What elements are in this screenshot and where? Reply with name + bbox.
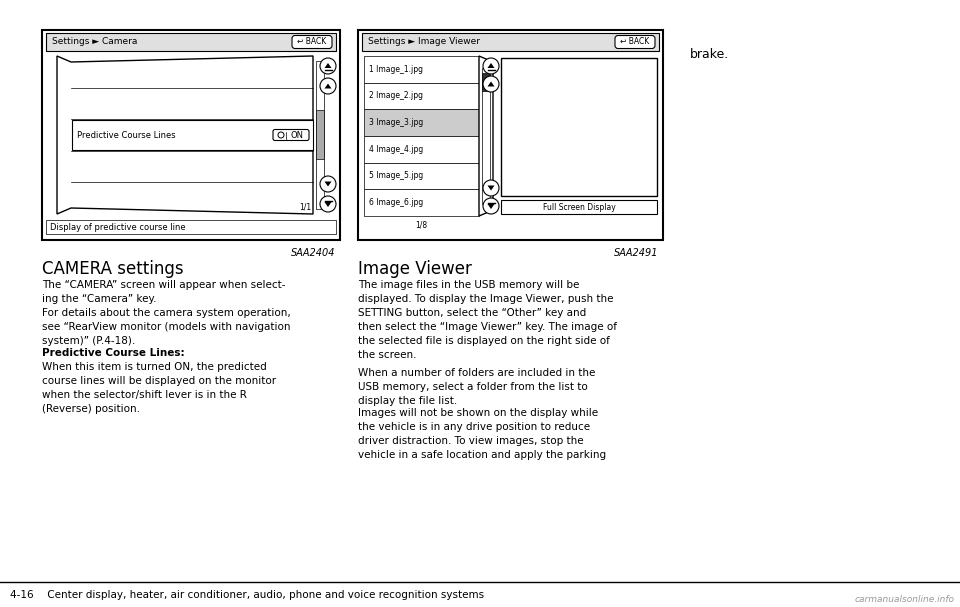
Text: 1/1: 1/1 <box>299 202 311 211</box>
Text: 4-16  Center display, heater, air conditioner, audio, phone and voice recognitio: 4-16 Center display, heater, air conditi… <box>10 589 484 600</box>
Text: Full Screen Display: Full Screen Display <box>542 203 615 211</box>
Polygon shape <box>324 84 331 89</box>
Bar <box>358 30 663 240</box>
Text: 1/8: 1/8 <box>416 220 427 229</box>
Bar <box>364 83 479 109</box>
Text: When a number of folders are included in the
USB memory, select a folder from th: When a number of folders are included in… <box>358 368 595 406</box>
Text: ↩ BACK: ↩ BACK <box>298 38 326 47</box>
Bar <box>501 200 657 214</box>
Text: 4 Image_4.jpg: 4 Image_4.jpg <box>369 145 423 154</box>
Polygon shape <box>488 204 494 209</box>
Circle shape <box>278 132 284 138</box>
Bar <box>46 220 336 234</box>
Bar <box>364 136 479 163</box>
Text: Image Viewer: Image Viewer <box>358 260 472 278</box>
Polygon shape <box>479 56 493 216</box>
Circle shape <box>320 58 336 74</box>
Polygon shape <box>488 63 494 68</box>
Text: brake.: brake. <box>690 48 730 61</box>
Bar <box>316 110 324 159</box>
Text: For details about the camera system operation,
see “RearView monitor (models wit: For details about the camera system oper… <box>42 308 291 346</box>
Circle shape <box>483 76 499 92</box>
Text: 6 Image_6.jpg: 6 Image_6.jpg <box>369 198 423 207</box>
Text: When this item is turned ON, the predicted
course lines will be displayed on the: When this item is turned ON, the predict… <box>42 362 276 414</box>
Circle shape <box>320 78 336 94</box>
Text: 2 Image_2.jpg: 2 Image_2.jpg <box>369 92 423 101</box>
Text: The “CAMERA” screen will appear when select-
ing the “Camera” key.: The “CAMERA” screen will appear when sel… <box>42 280 285 304</box>
Circle shape <box>483 198 499 214</box>
Text: CAMERA settings: CAMERA settings <box>42 260 183 278</box>
Text: Display of predictive course line: Display of predictive course line <box>50 223 185 231</box>
Circle shape <box>483 180 499 196</box>
Text: SAA2491: SAA2491 <box>613 248 658 258</box>
Polygon shape <box>57 56 313 214</box>
Polygon shape <box>488 186 494 191</box>
Bar <box>72 120 313 150</box>
Bar <box>46 33 336 51</box>
Bar <box>482 73 490 91</box>
Bar <box>364 109 479 136</box>
Polygon shape <box>324 63 331 68</box>
Bar <box>364 163 479 189</box>
Text: Settings ► Camera: Settings ► Camera <box>52 38 137 47</box>
Polygon shape <box>488 81 494 87</box>
FancyBboxPatch shape <box>615 35 655 49</box>
Text: ↩ BACK: ↩ BACK <box>620 38 650 47</box>
FancyBboxPatch shape <box>292 35 332 49</box>
Bar <box>364 56 479 83</box>
Text: The image files in the USB memory will be
displayed. To display the Image Viewer: The image files in the USB memory will b… <box>358 280 617 360</box>
Bar <box>316 61 324 209</box>
Text: ON: ON <box>291 131 303 140</box>
Bar <box>362 33 659 51</box>
Bar <box>501 58 657 196</box>
Text: 5 Image_5.jpg: 5 Image_5.jpg <box>369 172 423 180</box>
Text: Predictive Course Lines:: Predictive Course Lines: <box>42 348 184 358</box>
Circle shape <box>483 58 499 74</box>
Text: 1 Image_1.jpg: 1 Image_1.jpg <box>369 65 423 74</box>
Bar <box>42 30 340 240</box>
Text: carmanualsonline.info: carmanualsonline.info <box>855 595 955 604</box>
Circle shape <box>320 176 336 192</box>
Text: Images will not be shown on the display while
the vehicle is in any drive positi: Images will not be shown on the display … <box>358 408 606 460</box>
Polygon shape <box>324 181 331 186</box>
Bar <box>482 68 490 204</box>
Text: 3 Image_3.jpg: 3 Image_3.jpg <box>369 118 423 127</box>
Text: SAA2404: SAA2404 <box>291 248 335 258</box>
Bar <box>364 189 479 216</box>
FancyBboxPatch shape <box>273 129 309 140</box>
Circle shape <box>320 196 336 212</box>
Polygon shape <box>324 202 331 207</box>
Text: Predictive Course Lines: Predictive Course Lines <box>77 131 176 140</box>
Text: Settings ► Image Viewer: Settings ► Image Viewer <box>368 38 480 47</box>
